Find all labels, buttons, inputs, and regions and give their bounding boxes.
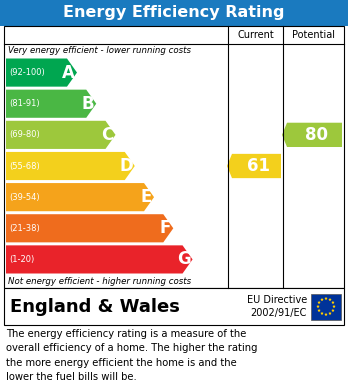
Polygon shape [324, 297, 328, 300]
Text: A: A [62, 64, 75, 82]
Polygon shape [320, 298, 324, 301]
Text: (55-68): (55-68) [9, 161, 40, 170]
Polygon shape [316, 305, 320, 308]
Polygon shape [6, 246, 192, 273]
Polygon shape [282, 123, 342, 147]
Text: Energy Efficiency Rating: Energy Efficiency Rating [63, 5, 285, 20]
Polygon shape [6, 152, 135, 180]
Polygon shape [328, 312, 332, 315]
Text: 80: 80 [305, 126, 328, 144]
Polygon shape [6, 90, 96, 118]
Polygon shape [6, 121, 116, 149]
Text: Potential: Potential [292, 30, 335, 40]
Polygon shape [6, 59, 77, 87]
Text: B: B [82, 95, 94, 113]
Bar [0, 0, 348, 26]
Text: (69-80): (69-80) [9, 130, 40, 139]
Text: D: D [119, 157, 133, 175]
Text: (81-91): (81-91) [9, 99, 40, 108]
Polygon shape [320, 312, 324, 315]
Text: Not energy efficient - higher running costs: Not energy efficient - higher running co… [8, 277, 191, 286]
Polygon shape [317, 301, 321, 304]
Text: (39-54): (39-54) [9, 193, 40, 202]
Text: Very energy efficient - lower running costs: Very energy efficient - lower running co… [8, 46, 191, 55]
Text: (21-38): (21-38) [9, 224, 40, 233]
Text: Current: Current [237, 30, 274, 40]
Text: England & Wales: England & Wales [10, 298, 180, 316]
Polygon shape [331, 309, 335, 312]
Text: F: F [160, 219, 171, 237]
Text: (1-20): (1-20) [9, 255, 34, 264]
Text: C: C [101, 126, 113, 144]
Text: 61: 61 [247, 157, 270, 175]
Text: (92-100): (92-100) [9, 68, 45, 77]
Polygon shape [227, 154, 281, 178]
Bar [311, 294, 341, 319]
Text: G: G [177, 250, 191, 269]
Text: The energy efficiency rating is a measure of the
overall efficiency of a home. T: The energy efficiency rating is a measur… [6, 329, 258, 382]
Bar [4, 26, 344, 288]
Polygon shape [317, 309, 321, 312]
Polygon shape [328, 298, 332, 301]
Bar [4, 288, 344, 325]
Text: EU Directive
2002/91/EC: EU Directive 2002/91/EC [247, 295, 307, 318]
Polygon shape [324, 313, 328, 316]
Polygon shape [332, 305, 336, 308]
Polygon shape [6, 183, 154, 211]
Text: E: E [141, 188, 152, 206]
Polygon shape [331, 301, 335, 304]
Polygon shape [6, 214, 173, 242]
